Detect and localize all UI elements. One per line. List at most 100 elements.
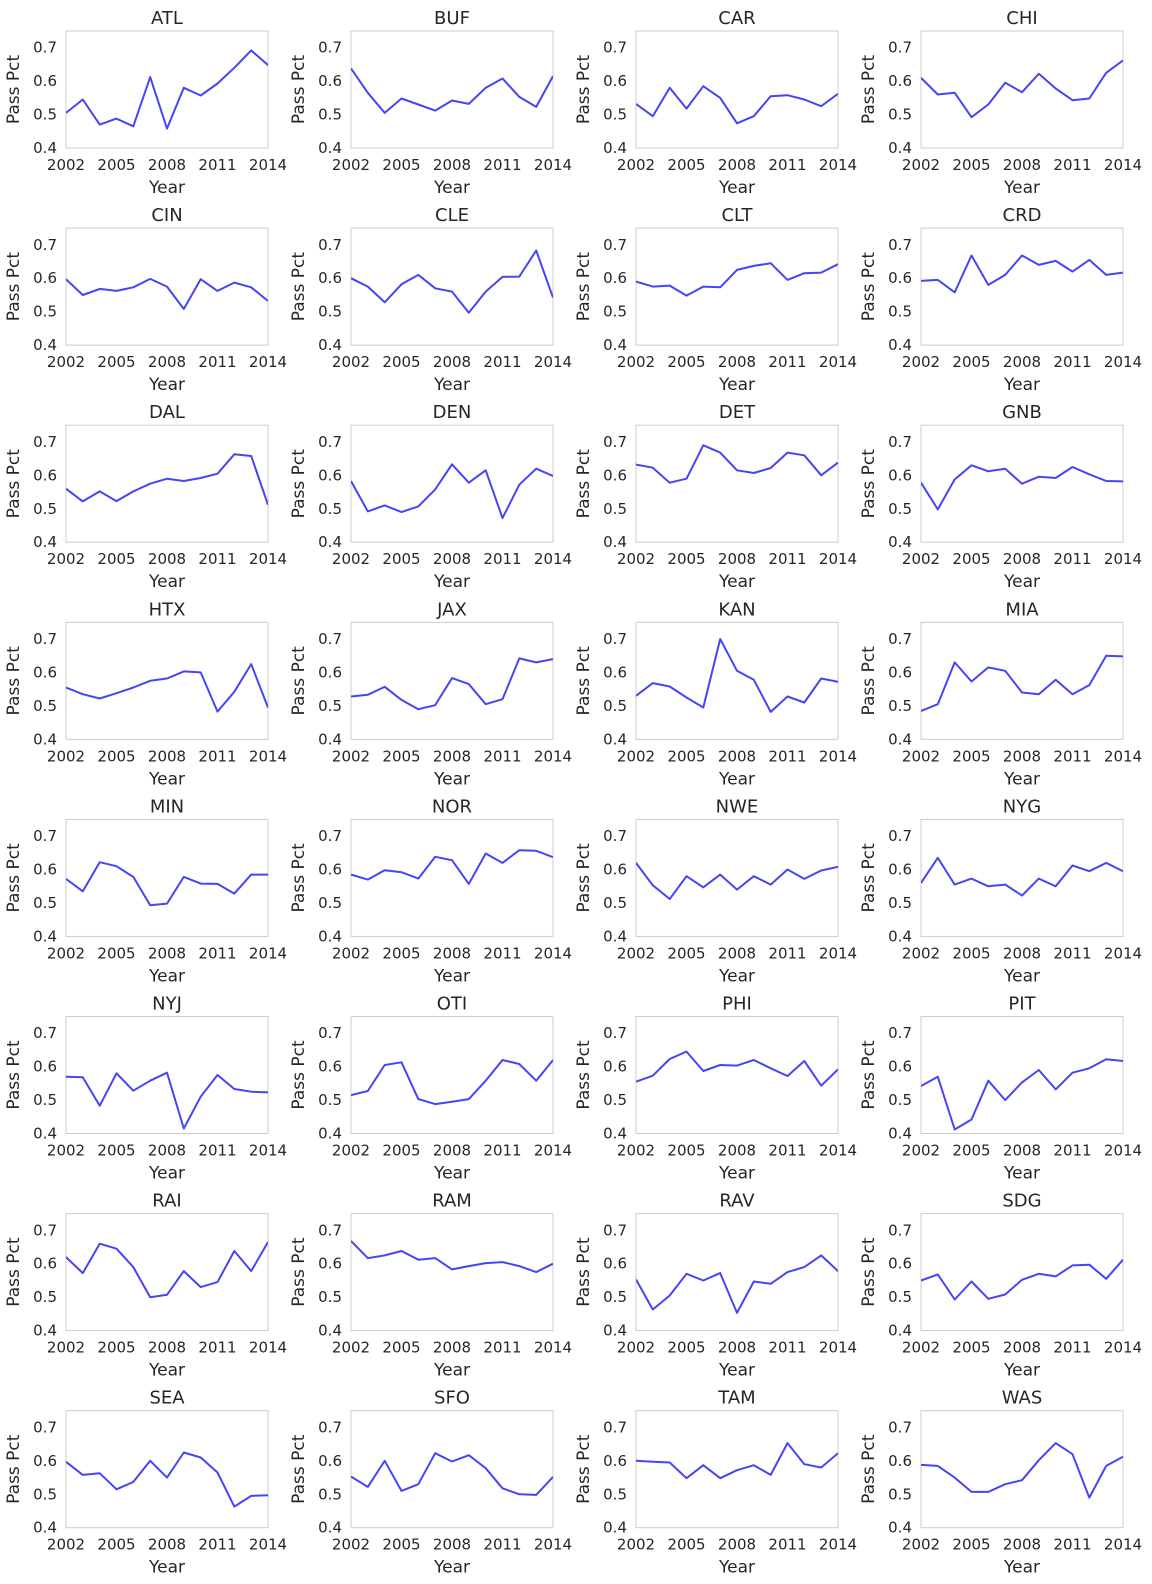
x-tick-label: 2002 <box>617 1536 655 1554</box>
x-tick-label: 2011 <box>198 1536 236 1554</box>
y-tick-label: 0.5 <box>603 894 627 912</box>
series-line-htx <box>66 663 268 713</box>
y-tick-label: 0.5 <box>888 894 912 912</box>
series-line-atl <box>66 49 268 130</box>
y-tick-label: 0.4 <box>888 1519 912 1537</box>
x-tick-label: 2014 <box>534 1142 572 1160</box>
y-tick-label: 0.7 <box>888 630 912 648</box>
x-axis-label: Year <box>433 966 470 986</box>
x-axis-label: Year <box>148 1164 185 1184</box>
x-tick-label: 2005 <box>667 944 705 962</box>
y-axis-label: Pass Pct <box>289 843 309 913</box>
y-tick-label: 0.7 <box>318 1024 342 1042</box>
y-tick-label: 0.7 <box>318 39 342 57</box>
x-tick-label: 2008 <box>718 747 756 765</box>
panel-gnb: GNB 0.4 0.5 0.6 0.7 2002 2005 2008 2011 2014 Year P… <box>859 402 1142 592</box>
x-tick-label: 2008 <box>718 1142 756 1160</box>
x-tick-label: 2005 <box>952 1339 990 1357</box>
y-tick-label: 0.7 <box>888 1418 912 1436</box>
x-tick-label: 2011 <box>198 156 236 174</box>
y-tick-label: 0.7 <box>33 433 57 451</box>
plot-frame <box>350 621 554 740</box>
y-tick-label: 0.6 <box>888 861 912 879</box>
series-line-min <box>66 861 268 907</box>
x-tick-label: 2008 <box>433 550 471 568</box>
x-tick-label: 2011 <box>198 1339 236 1357</box>
y-tick-label: 0.4 <box>888 139 912 157</box>
y-tick-label: 0.5 <box>603 1091 627 1109</box>
x-tick-label: 2008 <box>718 156 756 174</box>
x-axis-label: Year <box>1003 178 1040 198</box>
panel-rai: RAI 0.4 0.5 0.6 0.7 2002 2005 2008 2011 2014 Year P… <box>4 1191 287 1381</box>
y-tick-label: 0.5 <box>603 1288 627 1306</box>
x-tick-label: 2005 <box>667 1536 705 1554</box>
y-axis-label: Pass Pct <box>574 843 594 913</box>
x-axis-label: Year <box>433 572 470 592</box>
x-tick-label: 2002 <box>47 944 85 962</box>
y-tick-label: 0.7 <box>603 827 627 845</box>
y-tick-label: 0.4 <box>888 1125 912 1143</box>
y-axis-label: Pass Pct <box>289 449 309 519</box>
x-tick-label: 2014 <box>819 944 857 962</box>
panel-title: WAS <box>1002 1388 1043 1409</box>
x-tick-label: 2008 <box>1003 1339 1041 1357</box>
y-tick-label: 0.5 <box>603 500 627 518</box>
y-tick-label: 0.4 <box>603 533 627 551</box>
x-tick-label: 2011 <box>483 1142 521 1160</box>
plot-frame <box>65 1410 269 1529</box>
x-tick-label: 2002 <box>332 156 370 174</box>
x-tick-label: 2014 <box>1104 944 1142 962</box>
y-tick-label: 0.7 <box>33 39 57 57</box>
x-tick-label: 2005 <box>667 1339 705 1357</box>
x-tick-label: 2005 <box>667 353 705 371</box>
y-tick-label: 0.4 <box>888 336 912 354</box>
y-axis-label: Pass Pct <box>4 449 24 519</box>
x-tick-label: 2011 <box>198 747 236 765</box>
panel-chi: CHI 0.4 0.5 0.6 0.7 2002 2005 2008 2011 2014 Year P… <box>859 8 1142 198</box>
x-tick-label: 2011 <box>1053 944 1091 962</box>
panel-title: BUF <box>434 8 470 29</box>
y-tick-label: 0.5 <box>33 1091 57 1109</box>
y-tick-label: 0.5 <box>603 303 627 321</box>
y-tick-label: 0.6 <box>33 1255 57 1273</box>
x-tick-label: 2014 <box>534 1536 572 1554</box>
x-tick-label: 2008 <box>1003 353 1041 371</box>
plot-frame <box>65 30 269 149</box>
x-tick-label: 2008 <box>433 1339 471 1357</box>
x-tick-label: 2002 <box>617 1339 655 1357</box>
y-tick-label: 0.6 <box>33 861 57 879</box>
x-tick-label: 2014 <box>249 353 287 371</box>
y-tick-label: 0.4 <box>603 1322 627 1340</box>
series-line-oti <box>351 1059 553 1106</box>
x-tick-label: 2014 <box>249 1536 287 1554</box>
series-line-cin <box>66 277 268 310</box>
y-tick-label: 0.7 <box>33 827 57 845</box>
y-axis-label: Pass Pct <box>574 1434 594 1504</box>
y-tick-label: 0.4 <box>603 1519 627 1537</box>
series-line-nyg <box>921 856 1123 897</box>
x-tick-label: 2008 <box>148 1339 186 1357</box>
x-axis-label: Year <box>433 1361 470 1381</box>
x-tick-label: 2002 <box>902 353 940 371</box>
y-tick-label: 0.5 <box>888 303 912 321</box>
panel-title: PIT <box>1008 994 1036 1015</box>
x-tick-label: 2005 <box>382 156 420 174</box>
y-axis-label: Pass Pct <box>574 1040 594 1110</box>
plot-frame <box>350 1410 554 1529</box>
y-tick-label: 0.6 <box>33 1452 57 1470</box>
y-tick-label: 0.6 <box>888 663 912 681</box>
panel-title: GNB <box>1002 402 1042 423</box>
y-tick-label: 0.6 <box>318 72 342 90</box>
x-tick-label: 2005 <box>382 1339 420 1357</box>
y-axis-label: Pass Pct <box>4 1434 24 1504</box>
y-axis-label: Pass Pct <box>859 843 879 913</box>
x-axis-label: Year <box>433 769 470 789</box>
y-tick-label: 0.4 <box>33 1519 57 1537</box>
x-tick-label: 2002 <box>617 944 655 962</box>
x-tick-label: 2011 <box>198 1142 236 1160</box>
panel-title: CAR <box>718 8 755 29</box>
x-tick-label: 2002 <box>617 156 655 174</box>
series-line-phi <box>636 1050 838 1087</box>
y-tick-label: 0.6 <box>603 663 627 681</box>
x-tick-label: 2002 <box>902 156 940 174</box>
